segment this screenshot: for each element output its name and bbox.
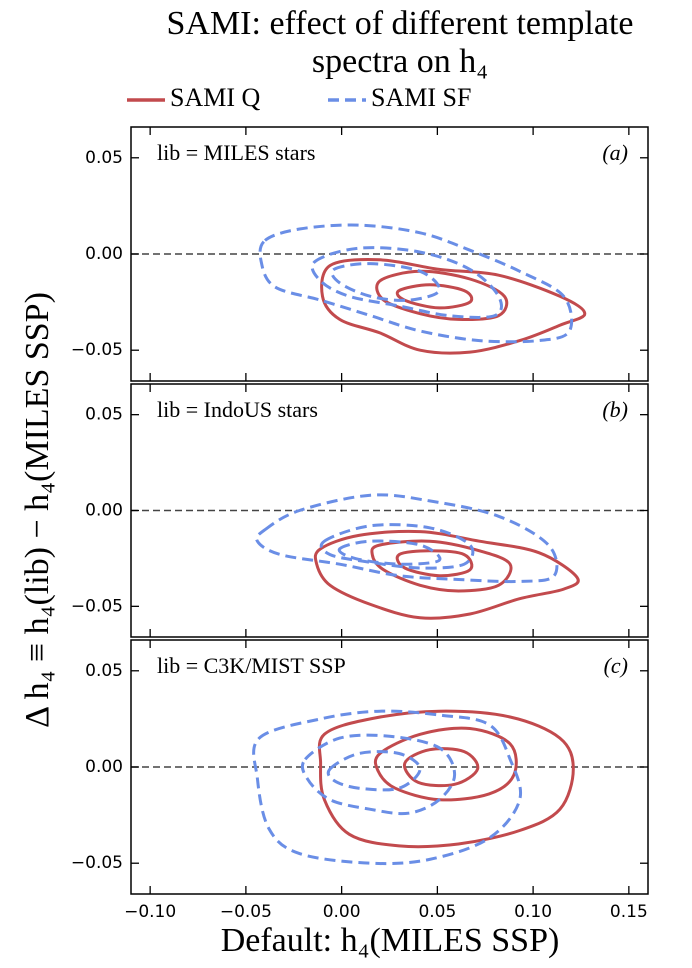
contour: [310, 246, 503, 319]
contour: [395, 549, 474, 578]
y-tick-label: 0.00: [85, 501, 123, 521]
y-tick-label: 0.05: [85, 661, 123, 681]
panel-annotation: lib = MILES stars: [157, 140, 315, 165]
panel-annotation: lib = C3K/MIST SSP: [157, 653, 346, 678]
x-tick-label: −0.05: [220, 902, 272, 922]
contour: [320, 258, 587, 355]
legend-label: SAMI SF: [371, 83, 471, 112]
plot-frame: [130, 383, 649, 638]
y-tick-label: 0.00: [85, 757, 123, 777]
panel-label: (c): [604, 653, 628, 678]
panel-label: (b): [602, 397, 628, 422]
contour: [373, 726, 518, 802]
x-tick-label: 0.10: [514, 902, 552, 922]
contour: [326, 750, 422, 792]
contour: [252, 709, 523, 866]
contour: [313, 529, 580, 620]
plot-frame: [130, 126, 649, 382]
contour: [319, 523, 475, 570]
chart-title: SAMI: effect of different template: [166, 5, 633, 42]
contour: [255, 493, 559, 584]
x-tick-label: 0.05: [418, 902, 456, 922]
y-tick-label: 0.00: [85, 244, 123, 264]
contour: [258, 223, 574, 344]
y-tick-label: −0.05: [71, 853, 123, 873]
contour: [337, 539, 442, 566]
legend-label: SAMI Q: [170, 83, 261, 112]
contour: [403, 747, 480, 788]
contour: [317, 709, 575, 849]
contour: [330, 262, 441, 302]
contour: [300, 733, 457, 816]
y-tick-label: 0.05: [85, 405, 123, 425]
panel-annotation: lib = IndoUS stars: [157, 397, 318, 422]
y-axis-label: Δ h₄ ≡ h₄(lib) − h₄(MILES SSP): [19, 292, 56, 728]
x-tick-label: 0.15: [610, 902, 648, 922]
y-tick-label: −0.05: [71, 340, 123, 360]
chart-title: spectra on h₄: [312, 43, 488, 80]
x-tick-label: 0.00: [323, 902, 361, 922]
x-axis-label: Default: h₄(MILES SSP): [221, 922, 560, 959]
plot-frame: [130, 639, 649, 895]
x-tick-label: −0.10: [124, 902, 176, 922]
y-tick-label: −0.05: [71, 596, 123, 616]
y-tick-label: 0.05: [85, 148, 123, 168]
panel-label: (a): [602, 140, 628, 165]
